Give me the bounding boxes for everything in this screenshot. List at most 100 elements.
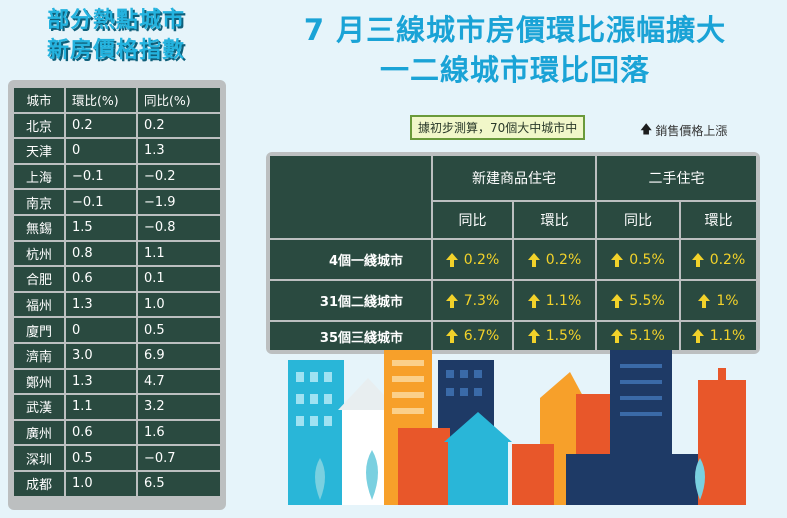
mom-change: 1.5 bbox=[66, 215, 138, 240]
mom-change: 0.5 bbox=[66, 446, 138, 470]
tier-value-cell: 1.1% bbox=[514, 281, 595, 320]
table-row: 杭州 0.8 1.1 bbox=[14, 241, 220, 268]
yoy-change: 6.5 bbox=[138, 471, 220, 496]
main-title: 7 月三線城市房價環比漲幅擴大 一二線城市環比回落 bbox=[250, 10, 780, 90]
tier-value-cell: 6.7% bbox=[433, 322, 512, 350]
up-arrow-icon bbox=[527, 252, 540, 267]
main-title-line-1: 7 月三線城市房價環比漲幅擴大 bbox=[303, 13, 727, 47]
mom-change: 1.3 bbox=[66, 292, 138, 317]
city-name: 上海 bbox=[14, 164, 66, 189]
city-name: 濟南 bbox=[14, 343, 66, 368]
up-arrow-icon bbox=[611, 329, 624, 343]
city-name: 南京 bbox=[14, 190, 66, 214]
left-title-line-2: 新房價格指數 bbox=[46, 38, 185, 63]
yoy-change: −0.7 bbox=[138, 446, 220, 470]
city-price-table: 城市 環比(%) 同比(%) 北京 0.2 0.2 天津 0 1.3 上海 −0.1 −0.2 南… bbox=[8, 80, 226, 510]
city-name: 武漢 bbox=[14, 395, 66, 419]
building bbox=[512, 444, 554, 505]
mom-change: 0 bbox=[66, 139, 138, 163]
subheader-new-mom: 環比 bbox=[514, 202, 595, 238]
mom-change: 1.0 bbox=[66, 471, 138, 496]
table-row: 南京 −0.1 −1.9 bbox=[14, 190, 220, 216]
table-row: 福州 1.3 1.0 bbox=[14, 292, 220, 319]
up-arrow-icon bbox=[445, 252, 458, 267]
legend: 🡅 銷售價格上漲 bbox=[640, 120, 727, 141]
tier-value-cell: 5.1% bbox=[597, 322, 679, 350]
yoy-change: −0.8 bbox=[138, 215, 220, 240]
city-name: 北京 bbox=[14, 113, 66, 138]
mom-change: 0.6 bbox=[66, 420, 138, 445]
city-name: 鄭州 bbox=[14, 369, 66, 394]
subheader-resale-yoy: 同比 bbox=[597, 202, 679, 238]
table-corner bbox=[270, 156, 431, 238]
tier-value: 1.1% bbox=[709, 328, 746, 344]
header-yoy: 同比(%) bbox=[138, 88, 220, 112]
city-name: 成都 bbox=[14, 471, 66, 496]
yoy-change: 1.1 bbox=[138, 241, 220, 266]
city-name: 深圳 bbox=[14, 446, 66, 470]
tier-label: 4個一綫城市 bbox=[270, 240, 431, 279]
tier-value-cell: 1.1% bbox=[681, 322, 756, 350]
yoy-change: 0.1 bbox=[138, 267, 220, 291]
building bbox=[448, 442, 508, 505]
yoy-change: 3.2 bbox=[138, 395, 220, 419]
table-row: 無錫 1.5 −0.8 bbox=[14, 215, 220, 242]
table-row: 廈門 0 0.5 bbox=[14, 318, 220, 344]
up-arrow-icon bbox=[445, 293, 458, 308]
table-row: 合肥 0.6 0.1 bbox=[14, 267, 220, 293]
mom-change: 3.0 bbox=[66, 343, 138, 368]
up-arrow-icon bbox=[445, 329, 458, 343]
city-name: 天津 bbox=[14, 139, 66, 163]
up-arrow-icon bbox=[698, 293, 711, 308]
tier-value-cell: 0.2% bbox=[514, 240, 595, 279]
table-row: 濟南 3.0 6.9 bbox=[14, 343, 220, 370]
group-header-resale-homes: 二手住宅 bbox=[597, 156, 756, 200]
tier-value-cell: 1% bbox=[681, 281, 756, 320]
tree bbox=[695, 458, 705, 500]
tier-value: 1.1% bbox=[545, 292, 582, 309]
yoy-change: −1.9 bbox=[138, 190, 220, 214]
tier-label: 35個三綫城市 bbox=[270, 322, 431, 350]
up-arrow-icon bbox=[611, 252, 624, 267]
tier-value: 6.7% bbox=[463, 328, 500, 344]
mom-change: 0 bbox=[66, 318, 138, 342]
yoy-change: 0.5 bbox=[138, 318, 220, 342]
tier-value: 5.1% bbox=[629, 328, 665, 344]
table-row: 鄭州 1.3 4.7 bbox=[14, 369, 220, 396]
table-row: 上海 −0.1 −0.2 bbox=[14, 164, 220, 191]
tree bbox=[366, 450, 378, 500]
mom-change: 1.3 bbox=[66, 369, 138, 394]
legend-label: 銷售價格上漲 bbox=[655, 124, 728, 138]
tier-value-cell: 1.5% bbox=[514, 322, 595, 350]
header-city: 城市 bbox=[14, 88, 66, 112]
table-row: 天津 0 1.3 bbox=[14, 139, 220, 165]
city-name: 廣州 bbox=[14, 420, 66, 445]
building bbox=[566, 454, 612, 505]
building bbox=[698, 380, 746, 505]
table-row: 北京 0.2 0.2 bbox=[14, 113, 220, 140]
building-roof bbox=[338, 378, 398, 410]
building bbox=[718, 368, 726, 382]
tier-label: 31個二綫城市 bbox=[270, 281, 431, 320]
city-name: 福州 bbox=[14, 292, 66, 317]
tier-price-grid: 新建商品住宅 二手住宅 同比 環比 同比 環比 4個一綫城市 0.2% 0.2% 0.… bbox=[270, 156, 756, 350]
city-skyline-illustration bbox=[288, 350, 746, 505]
tier-value-cell: 0.2% bbox=[681, 240, 756, 279]
tier-value-cell: 5.5% bbox=[597, 281, 679, 320]
tier-value: 1% bbox=[716, 292, 739, 309]
table-row: 成都 1.0 6.5 bbox=[14, 471, 220, 498]
header-mom: 環比(%) bbox=[66, 88, 138, 112]
yoy-change: 1.3 bbox=[138, 139, 220, 163]
city-name: 無錫 bbox=[14, 215, 66, 240]
table-row: 武漢 1.1 3.2 bbox=[14, 395, 220, 421]
up-arrow-icon bbox=[691, 252, 704, 267]
up-arrow-icon bbox=[611, 293, 624, 308]
table-row: 深圳 0.5 −0.7 bbox=[14, 446, 220, 472]
up-arrow-icon bbox=[691, 329, 704, 343]
yoy-change: 6.9 bbox=[138, 343, 220, 368]
yoy-change: 4.7 bbox=[138, 369, 220, 394]
tree bbox=[315, 458, 325, 500]
main-title-line-2: 一二線城市環比回落 bbox=[379, 53, 650, 87]
yoy-change: 0.2 bbox=[138, 113, 220, 138]
tier-value: 5.5% bbox=[629, 292, 665, 309]
